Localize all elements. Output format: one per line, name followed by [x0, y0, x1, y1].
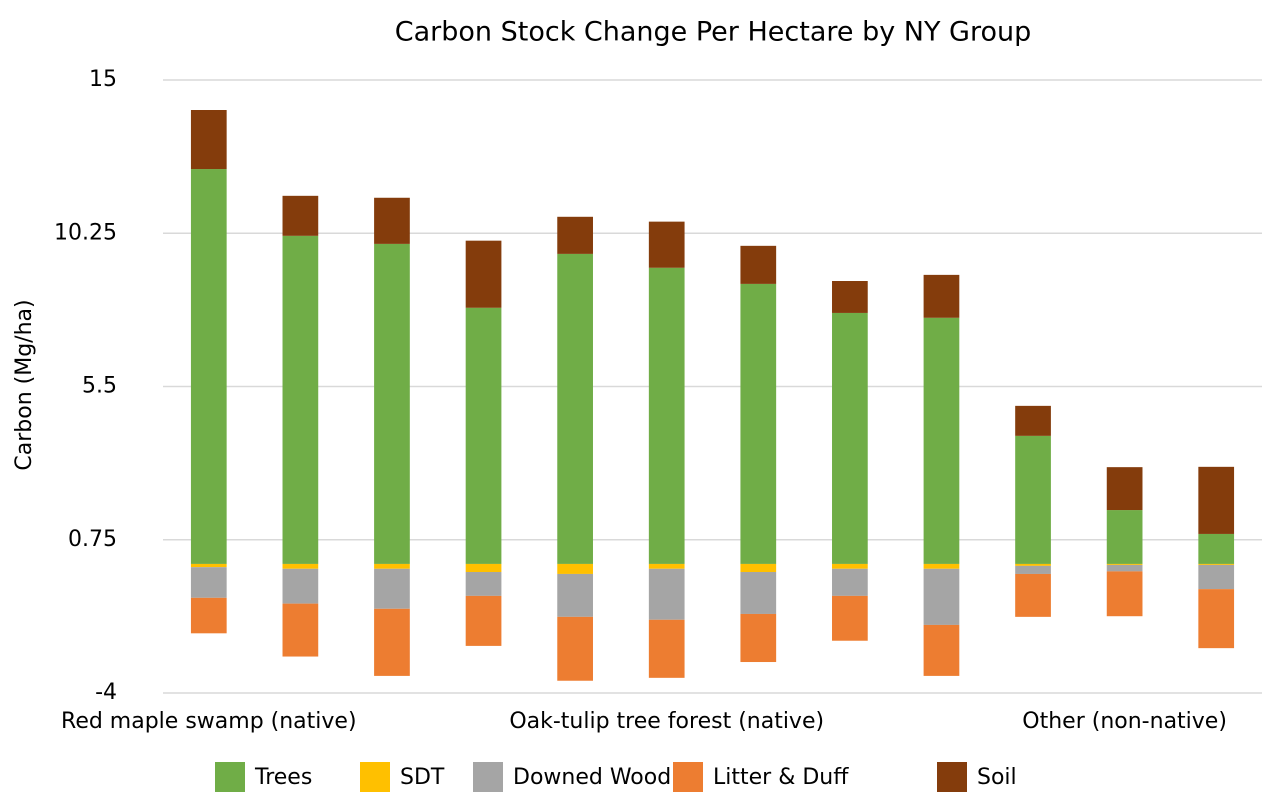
- bar-segment: [648, 619, 685, 678]
- y-tick-label: 5.5: [82, 374, 117, 399]
- bar-segment: [1015, 405, 1051, 436]
- x-tick-label: Oak-tulip tree forest (native): [509, 709, 824, 734]
- bar-segment: [1198, 466, 1235, 534]
- bar-segment: [923, 568, 960, 625]
- bar-segment: [1106, 564, 1143, 572]
- bar-segment: [740, 613, 777, 663]
- bar-segment: [923, 274, 960, 318]
- legend-label: Downed Wood: [513, 765, 671, 790]
- bar-segment: [648, 267, 685, 564]
- y-axis-label: Carbon (Mg/ha): [12, 299, 37, 470]
- x-tick-label: Other (non-native): [1022, 709, 1227, 734]
- legend-label: Trees: [254, 765, 312, 790]
- bar-segment: [374, 563, 410, 569]
- y-tick-label: -4: [95, 680, 117, 705]
- bar-segment: [1106, 563, 1143, 565]
- legend-swatch: [673, 762, 703, 792]
- bar-segment: [1106, 571, 1143, 617]
- bar-segment: [648, 563, 685, 569]
- bar-segment: [1106, 467, 1143, 511]
- bar-segment: [832, 568, 868, 596]
- bar-segment: [465, 240, 502, 308]
- legend-label: SDT: [400, 765, 445, 790]
- y-tick-label: 10.25: [54, 220, 117, 245]
- bar-segment: [465, 572, 502, 596]
- bar-segment: [374, 608, 410, 676]
- legend-swatch: [473, 762, 503, 792]
- bar-segment: [1015, 573, 1051, 617]
- bar-segment: [832, 563, 868, 569]
- bar-segment: [465, 563, 502, 573]
- bar-segment: [740, 572, 777, 614]
- bar-segment: [1198, 563, 1235, 565]
- bar-segment: [923, 563, 960, 569]
- bar-segment: [1198, 589, 1235, 649]
- bar-segment: [374, 243, 410, 564]
- x-tick-label: Red maple swamp (native): [61, 709, 357, 734]
- bar-segment: [557, 563, 593, 574]
- bar-segment: [648, 221, 685, 268]
- legend-swatch: [937, 762, 967, 792]
- bar-segment: [1198, 533, 1235, 564]
- legend-swatch: [215, 762, 245, 792]
- bar-segment: [190, 563, 227, 568]
- chart-title: Carbon Stock Change Per Hectare by NY Gr…: [395, 17, 1032, 48]
- bar-segment: [282, 563, 319, 569]
- bar-segment: [1015, 435, 1051, 564]
- bar-segment: [1015, 565, 1051, 574]
- bar-segment: [923, 624, 960, 676]
- bar-segment: [557, 216, 593, 254]
- bar-segment: [648, 568, 685, 620]
- bar-segment: [1198, 564, 1235, 590]
- bar-segment: [190, 597, 227, 634]
- bar-segment: [832, 280, 868, 313]
- bar-segment: [923, 317, 960, 564]
- bar-segment: [282, 235, 319, 564]
- bar-segment: [1106, 510, 1143, 564]
- bar-segment: [557, 573, 593, 617]
- bar-segment: [465, 307, 502, 564]
- bar-segment: [1015, 563, 1051, 566]
- bar-segment: [740, 563, 777, 573]
- bar-segment: [374, 568, 410, 609]
- legend-label: Soil: [977, 765, 1017, 790]
- bar-segment: [832, 595, 868, 641]
- bar-segment: [190, 110, 227, 170]
- bar-segment: [190, 169, 227, 564]
- legend-swatch: [360, 762, 390, 792]
- y-tick-label: 15: [89, 67, 117, 92]
- bar-segment: [282, 195, 319, 236]
- bar-segment: [832, 312, 868, 564]
- legend-label: Litter & Duff: [713, 765, 849, 790]
- y-tick-label: 0.75: [68, 527, 117, 552]
- bar-segment: [557, 253, 593, 564]
- bar-segment: [465, 595, 502, 646]
- bar-segment: [190, 567, 227, 598]
- bar-segment: [282, 568, 319, 604]
- bar-segment: [740, 245, 777, 284]
- bar-segment: [557, 616, 593, 681]
- bar-segment: [374, 197, 410, 244]
- bar-segment: [282, 603, 319, 657]
- bar-segment: [740, 283, 777, 564]
